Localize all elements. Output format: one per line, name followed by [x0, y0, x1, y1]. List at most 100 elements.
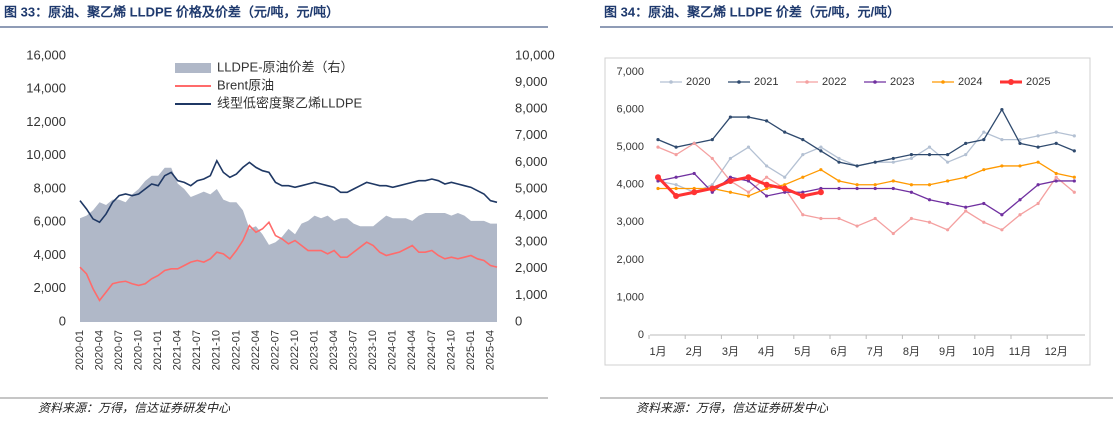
- y2-tick-label: 6,000: [515, 154, 548, 169]
- x-tick-label: 2022-01: [230, 330, 242, 370]
- x-tick-label: 6月: [830, 346, 847, 358]
- point: [873, 186, 877, 191]
- x-tick-label: 11月: [1009, 346, 1031, 358]
- y2-tick-label: 4,000: [515, 207, 548, 222]
- point: [710, 156, 714, 161]
- y-tick-label: 4,000: [33, 247, 66, 262]
- x-tick-label: 2023-04: [328, 330, 340, 370]
- legend-label: 2023: [890, 76, 914, 88]
- y-tick-label: 1,000: [616, 291, 644, 303]
- legend-marker: [669, 80, 673, 84]
- point: [1000, 164, 1004, 168]
- point: [964, 141, 968, 145]
- x-tick-label: 2020-10: [133, 330, 145, 370]
- point: [982, 220, 986, 224]
- point: [909, 156, 914, 161]
- point: [891, 186, 895, 191]
- point: [1018, 198, 1022, 202]
- point: [982, 201, 986, 206]
- x-tick-label: 2021-01: [152, 330, 164, 370]
- y-tick-label: 2,000: [616, 254, 644, 266]
- point: [855, 186, 859, 191]
- point: [765, 175, 769, 179]
- x-tick-label: 2月: [686, 346, 703, 358]
- point: [1036, 183, 1040, 187]
- point: [891, 156, 895, 161]
- y-tick-label: 16,000: [26, 47, 66, 62]
- point: [728, 156, 733, 161]
- x-tick-label: 1月: [649, 346, 666, 358]
- x-tick-label: 2022-10: [289, 330, 301, 370]
- point: [909, 183, 914, 187]
- y-tick-label: 12,000: [26, 114, 66, 129]
- x-tick-label: 2021-07: [191, 330, 203, 370]
- point: [710, 138, 714, 142]
- point: [674, 175, 678, 179]
- point: [819, 168, 823, 172]
- chart-title: 图 34：原油、聚乙烯 LLDPE 价差（元/吨，元/吨）: [604, 4, 900, 19]
- point: [873, 160, 877, 164]
- point: [1036, 134, 1040, 138]
- x-tick-label: 2024-07: [426, 330, 438, 370]
- point: [746, 115, 751, 119]
- legend-marker: [941, 80, 945, 84]
- x-tick-label: 2021-04: [172, 330, 184, 370]
- point: [801, 213, 805, 217]
- chart-frame: [604, 57, 1091, 366]
- y2-tick-label: 0: [515, 313, 522, 328]
- point: [855, 183, 859, 187]
- point: [1018, 164, 1022, 168]
- line: [656, 175, 822, 198]
- point: [909, 153, 914, 157]
- point: [655, 174, 661, 181]
- y-tick-label: 0: [59, 313, 66, 328]
- area: [80, 167, 497, 322]
- point: [674, 153, 678, 157]
- y2-tick-label: 9,000: [515, 74, 548, 89]
- point: [927, 145, 932, 149]
- point: [982, 138, 986, 142]
- point: [801, 190, 805, 194]
- point: [946, 160, 950, 164]
- point: [1000, 138, 1004, 142]
- point: [692, 141, 696, 145]
- point: [855, 164, 859, 168]
- y2-tick-label: 7,000: [515, 127, 548, 142]
- point: [1054, 179, 1058, 183]
- point: [982, 168, 986, 172]
- source: 资料来源：万得，信达证券研发中心: [38, 401, 231, 415]
- x-tick-label: 12月: [1045, 346, 1068, 358]
- point: [927, 198, 932, 202]
- point: [765, 194, 769, 198]
- legend-label: 线型低密度聚乙烯LLDPE: [217, 95, 363, 110]
- point: [692, 186, 696, 191]
- point: [656, 138, 660, 142]
- line: [657, 172, 1075, 216]
- y-tick-label: 14,000: [26, 81, 66, 96]
- y-tick-label: 0: [638, 329, 644, 341]
- point: [783, 130, 787, 134]
- x-tick-label: 2020-01: [74, 330, 86, 370]
- point: [745, 174, 752, 181]
- point: [946, 153, 950, 157]
- point: [819, 216, 823, 221]
- point: [765, 119, 769, 123]
- point: [728, 115, 733, 119]
- point: [674, 145, 678, 149]
- y2-tick-label: 2,000: [515, 260, 548, 275]
- point: [746, 145, 751, 149]
- point: [783, 175, 787, 179]
- point: [964, 153, 968, 157]
- point: [727, 177, 734, 184]
- point: [763, 181, 770, 188]
- y-tick-label: 4,000: [616, 179, 644, 191]
- point: [927, 183, 932, 187]
- point: [765, 186, 769, 191]
- point: [1054, 141, 1058, 145]
- x-tick-label: 2025-01: [465, 330, 477, 370]
- point: [1072, 190, 1076, 194]
- point: [656, 145, 660, 149]
- y2-tick-label: 5,000: [515, 180, 548, 195]
- point: [817, 189, 824, 196]
